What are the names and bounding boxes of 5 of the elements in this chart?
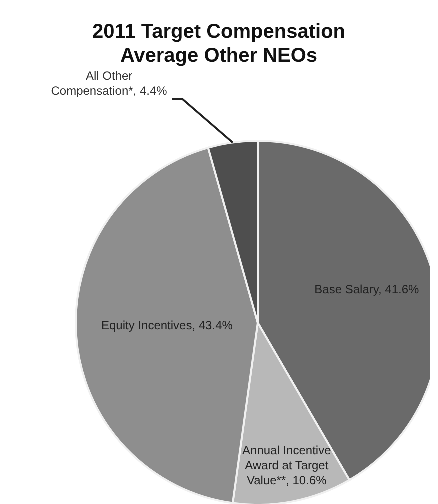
slice-label: Base Salary, 41.6% (314, 282, 420, 297)
slice-label: All Other Compensation*, 4.4% (51, 69, 168, 98)
slice-label: Equity Incentives, 43.4% (102, 318, 234, 332)
slice-label: Annual Incentive Award at Target Value**, 10.6% (242, 443, 332, 488)
chart-title: 2011 Target Compensation Average Other NEOs (92, 21, 346, 67)
